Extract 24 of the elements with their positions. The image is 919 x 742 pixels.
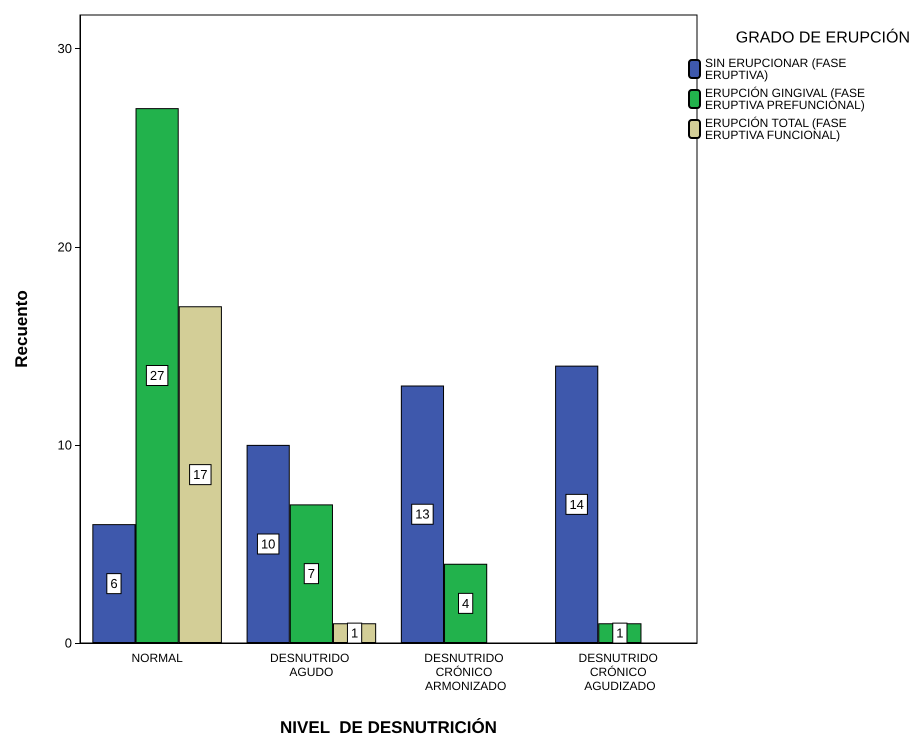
data-label: 27	[150, 368, 164, 384]
y-tick-label: 0	[64, 636, 72, 650]
legend-label: SIN ERUPCIONAR (FASE ERUPTIVA)	[705, 56, 850, 82]
x-tick-label: DESNUTRIDO CRÓNICO AGUDIZADO	[578, 651, 662, 693]
data-label: 10	[260, 536, 276, 552]
x-tick-label: NORMAL	[131, 651, 184, 665]
data-label: 6	[110, 576, 118, 592]
y-tick-label: 30	[58, 41, 72, 56]
data-label: 1	[350, 626, 358, 641]
y-tick-label: 20	[58, 239, 72, 254]
x-axis-title: NIVEL DE DESNUTRICIÓN	[280, 717, 497, 737]
data-label: 14	[569, 496, 584, 512]
data-label: 7	[308, 566, 315, 582]
y-tick-label: 10	[58, 437, 72, 452]
x-tick-label: DESNUTRIDO AGUDO	[270, 651, 353, 679]
data-label: 17	[193, 467, 208, 482]
legend-label: ERUPCIÓN GINGIVAL (FASE ERUPTIVA PREFUNCIONAL)	[705, 86, 868, 112]
data-label: 1	[616, 626, 624, 641]
legend-label: ERUPCIÓN TOTAL (FASE ERUPTIVA FUNCIONAL)	[705, 116, 850, 142]
legend-title: GRADO DE ERUPCIÓN	[736, 28, 910, 46]
data-label: 4	[462, 596, 470, 611]
x-tick-label: DESNUTRIDO CRÓNICO ARMONIZADO	[424, 651, 507, 693]
data-label: 13	[415, 506, 430, 522]
y-axis-title: Recuento	[12, 290, 31, 368]
